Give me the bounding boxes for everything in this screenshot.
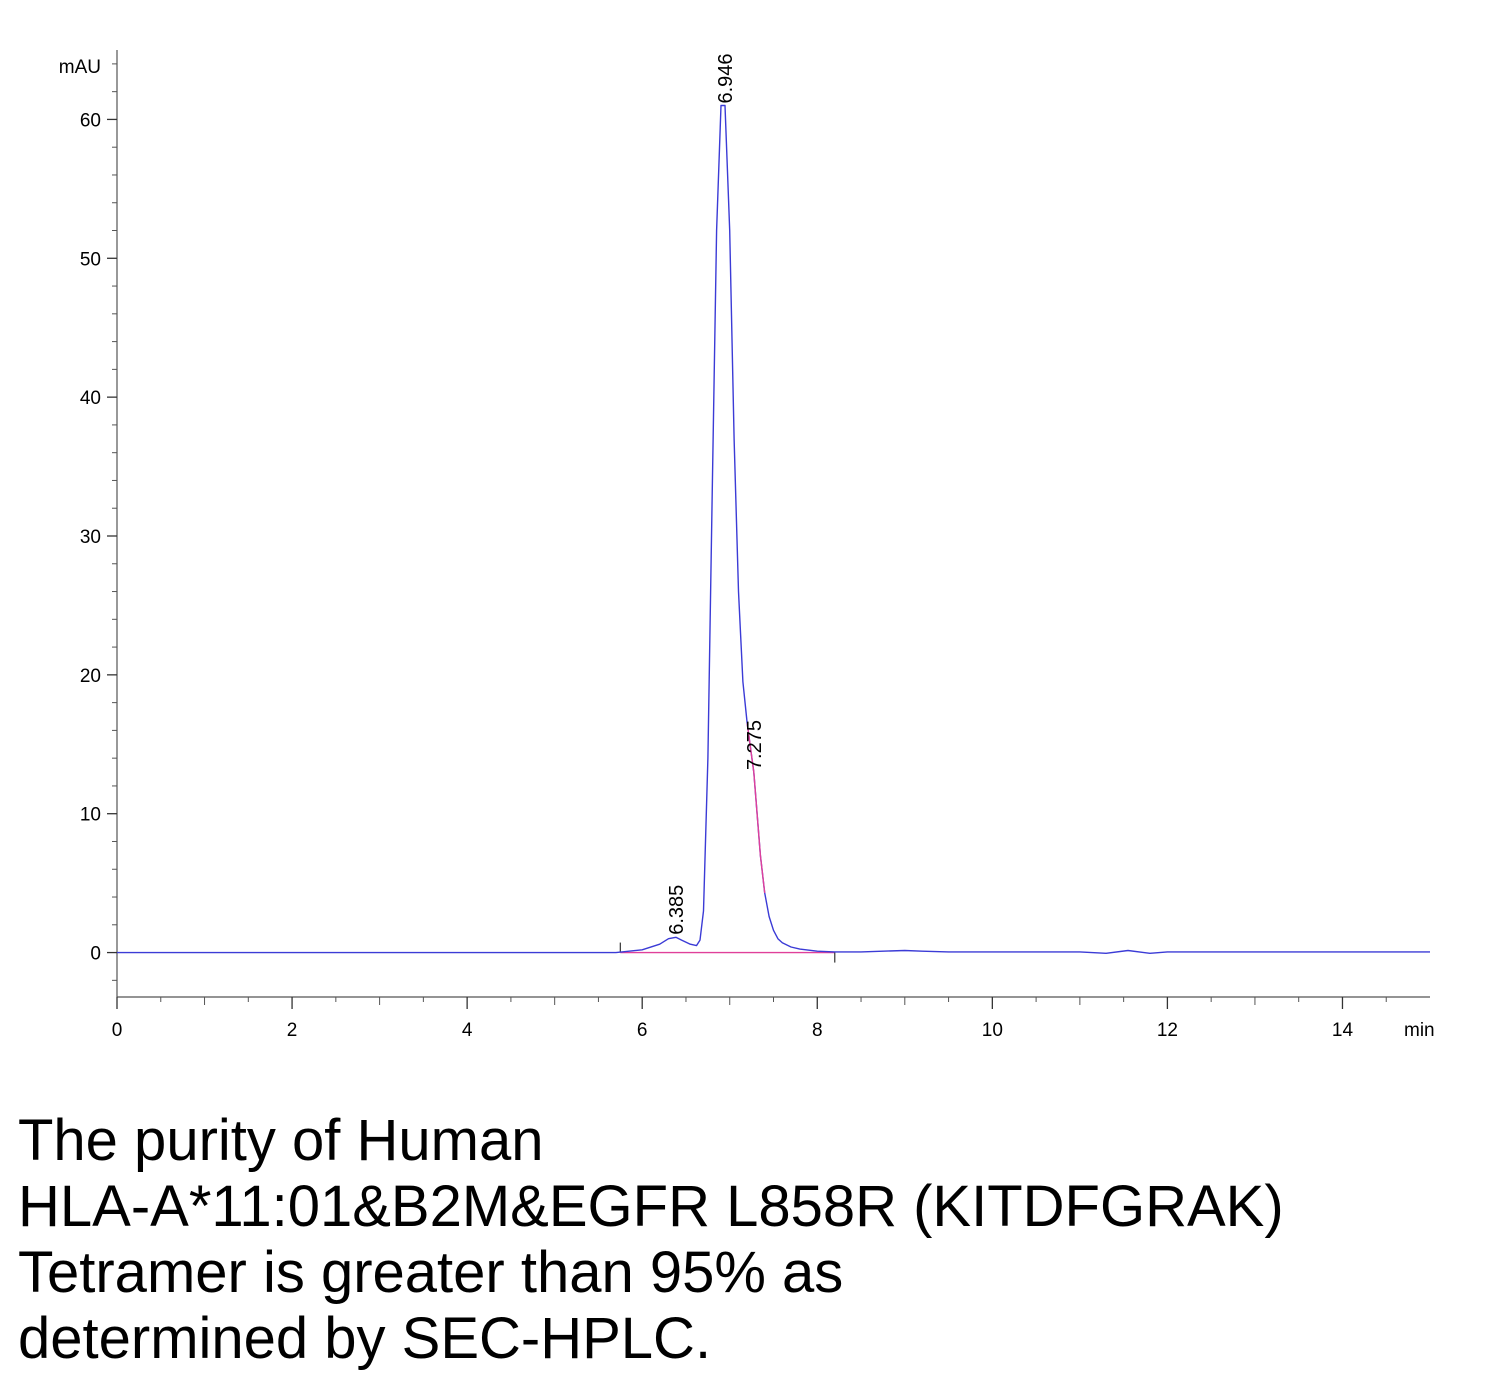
peak-label: 7.275 [744, 720, 766, 770]
y-tick-label: 20 [80, 666, 101, 687]
caption-line: The purity of Human [18, 1108, 544, 1173]
x-tick-label: 12 [1157, 1020, 1178, 1041]
x-tick-label: 14 [1332, 1020, 1354, 1041]
chart-labels: 0 10 20 30 40 50 60 mAU 0 2 4 6 8 10 12 14 min 6.385 6.946… [59, 53, 1435, 1041]
signal-trace [117, 104, 1430, 954]
x-tick-label: 4 [462, 1020, 473, 1041]
caption-line: Tetramer is greater than 95% as [18, 1240, 844, 1305]
x-tick-label: 6 [637, 1020, 648, 1041]
y-tick-label: 50 [80, 249, 101, 270]
y-tick-label: 0 [90, 944, 101, 965]
x-tick-label: 8 [812, 1020, 823, 1041]
y-unit-label: mAU [59, 57, 101, 78]
peak-label: 6.946 [715, 53, 737, 103]
shoulder-integration-overlay [746, 723, 766, 893]
caption-line: determined by SEC-HPLC. [18, 1306, 712, 1371]
y-tick-label: 40 [80, 388, 101, 409]
chart-marks [117, 104, 1430, 963]
x-tick-label: 2 [287, 1020, 298, 1041]
caption: The purity of Human HLA-A*11:01&B2M&EGFR… [18, 1108, 1488, 1372]
y-tick-label: 30 [80, 527, 101, 548]
y-tick-label: 60 [80, 110, 101, 131]
x-tick-label: 10 [982, 1020, 1003, 1041]
chromatogram-chart: 0 10 20 30 40 50 60 mAU 0 2 4 6 8 10 12 14 min 6.385 6.946… [59, 50, 1435, 1041]
x-tick-label: 0 [112, 1020, 123, 1041]
y-tick-label: 10 [80, 805, 101, 826]
caption-line: HLA-A*11:01&B2M&EGFR L858R (KITDFGRAK) [18, 1174, 1284, 1239]
axes [107, 50, 1430, 1009]
x-unit-label: min [1404, 1020, 1435, 1041]
peak-label: 6.385 [666, 885, 688, 935]
